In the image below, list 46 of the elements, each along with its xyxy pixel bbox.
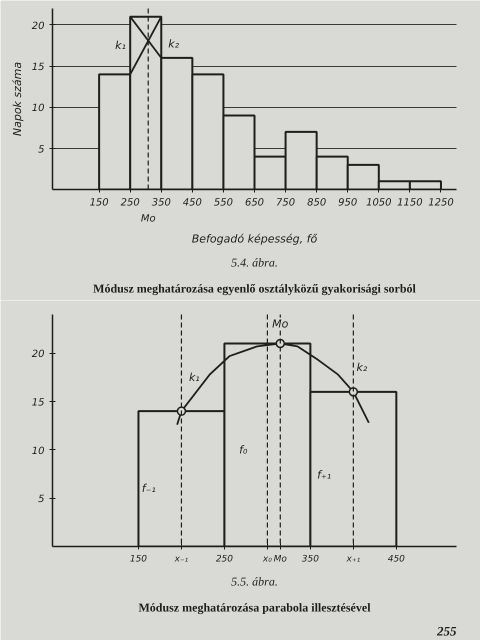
x-tick-label: 350 [152, 198, 171, 208]
y-tick-label: 20 [32, 349, 45, 360]
x-tick-label: 350 [302, 554, 320, 564]
text: Módusz meghatározása egyenlő osztályközű gyakorisági sorból [93, 282, 417, 296]
y-tick-label: 10 [32, 103, 45, 114]
text: 255 [436, 624, 457, 638]
x-tick-label: 550 [214, 198, 233, 208]
annotation: Mo [272, 318, 289, 331]
annotation: f₊₁ [317, 468, 332, 482]
x-tick-label: x₀ [262, 554, 272, 564]
x-tick-label: 850 [307, 198, 326, 208]
annotation: f₋₁ [142, 482, 156, 495]
x-tick-label: 450 [388, 554, 406, 564]
x-tick-label: 150 [90, 198, 109, 208]
x-tick-label: 250 [216, 554, 234, 564]
point [176, 406, 186, 416]
text: Módusz meghatározása parabola illesztésével [138, 600, 372, 614]
x-tick-label: Mo [274, 554, 288, 564]
x-tick-label: 250 [120, 198, 140, 208]
y-axis-title: Napok száma [10, 62, 24, 136]
text: 5.4. ábra. [231, 256, 278, 270]
x-axis-title: Befogadó képesség, fő [192, 232, 318, 246]
y-tick-label: 20 [32, 20, 45, 32]
annotation: k₂ [168, 37, 180, 50]
ref-line-label: Mo [140, 214, 156, 224]
y-tick-label: 10 [32, 446, 45, 457]
x-tick-label: 450 [182, 198, 202, 208]
annotation: f₀ [239, 443, 248, 456]
point [348, 387, 358, 397]
x-tick-label: 1050 [366, 198, 392, 208]
x-tick-label: x₋₁ [174, 554, 189, 564]
y-tick-label: 5 [38, 494, 45, 506]
annotation: k₂ [356, 361, 368, 374]
x-tick-label: 150 [130, 554, 148, 564]
x-tick-label: 650 [244, 198, 264, 208]
annotation: k₁ [115, 39, 126, 52]
x-tick-label: 750 [276, 198, 296, 208]
x-tick-label: 1150 [397, 198, 423, 208]
y-tick-label: 15 [32, 62, 45, 74]
annotation: k₁ [188, 370, 200, 384]
y-tick-label: 5 [38, 144, 45, 156]
x-tick-label: 1250 [428, 198, 454, 208]
x-tick-label: 950 [338, 198, 358, 208]
x-tick-label: x₊₁ [346, 554, 361, 564]
y-tick-label: 15 [32, 398, 45, 408]
text: 5.5. ábra. [231, 574, 278, 588]
